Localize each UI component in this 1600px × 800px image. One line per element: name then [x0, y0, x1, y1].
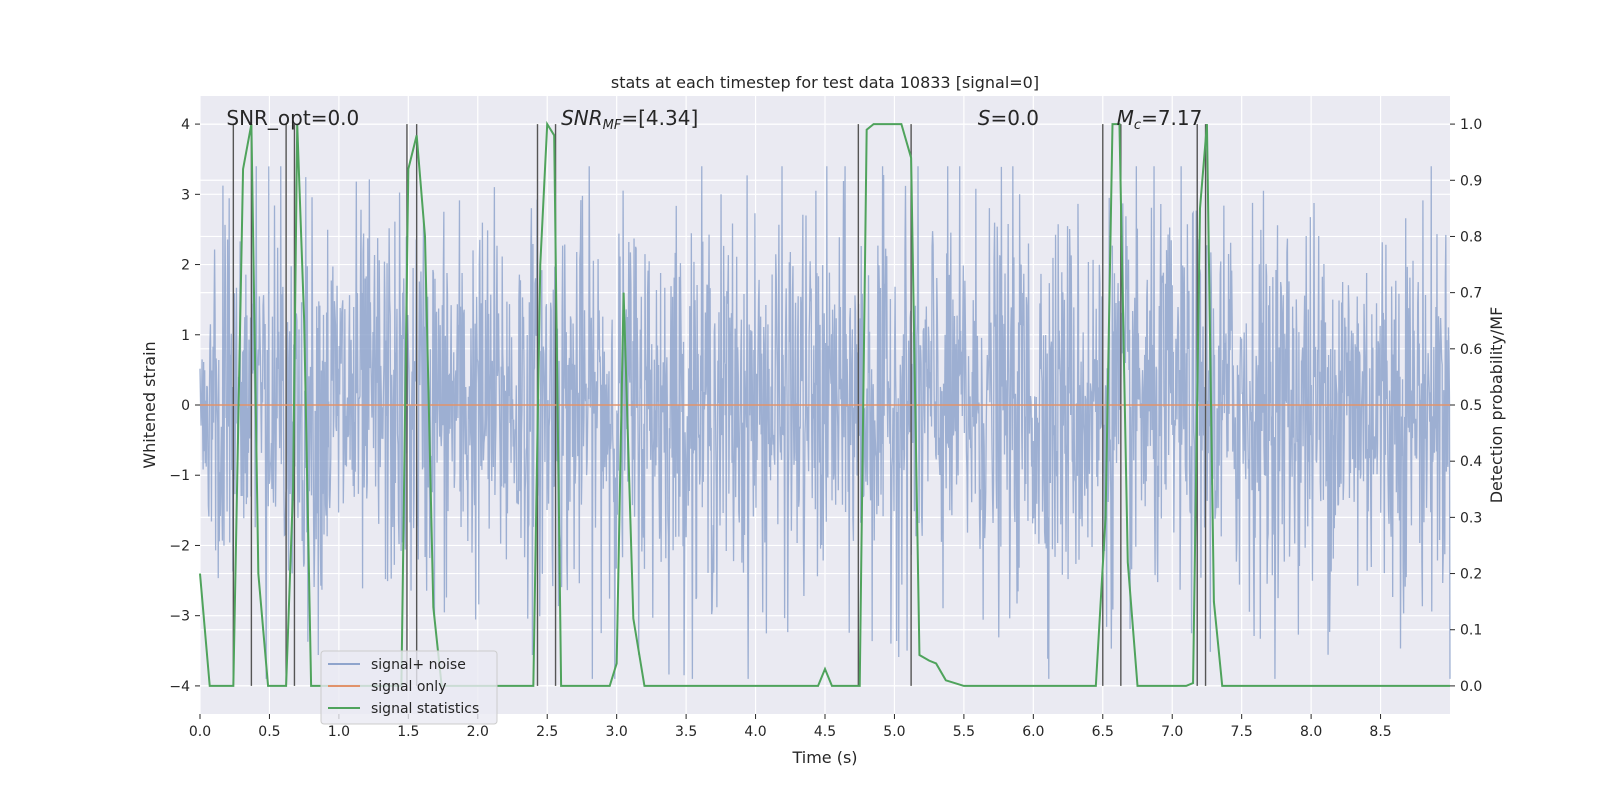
- y2-tick-label: 0.8: [1460, 229, 1482, 245]
- x-tick-label: 0.5: [258, 724, 280, 740]
- x-tick-label: 4.5: [814, 724, 836, 740]
- x-tick-label: 2.5: [536, 724, 558, 740]
- y2-tick-label: 0.2: [1460, 567, 1482, 583]
- y2-tick-label: 0.9: [1460, 173, 1482, 189]
- x-tick-label: 8.0: [1300, 724, 1322, 740]
- y-tick-label: 1: [181, 328, 190, 344]
- y2-tick-label: 0.3: [1460, 510, 1482, 526]
- y-tick-label: −2: [169, 538, 190, 554]
- y-tick-label: 3: [181, 187, 190, 203]
- x-tick-label: 5.0: [883, 724, 905, 740]
- x-tick-label: 2.0: [467, 724, 489, 740]
- y-tick-label: −3: [169, 609, 190, 625]
- x-tick-label: 8.5: [1369, 724, 1391, 740]
- x-tick-label: 6.5: [1092, 724, 1114, 740]
- legend-label-noise: signal+ noise: [371, 657, 466, 673]
- y2-tick-label: 0.4: [1460, 454, 1482, 470]
- x-axis-ticks: 0.0 0.5 1.0 1.5 2.0 2.5 3.0 3.5 4.0 4.5 5.0 5.5 6.0 6…: [189, 714, 1392, 740]
- x-tick-label: 6.0: [1022, 724, 1044, 740]
- legend-label-signal-only: signal only: [371, 679, 446, 695]
- x-tick-label: 3.5: [675, 724, 697, 740]
- x-tick-label: 5.5: [953, 724, 975, 740]
- x-tick-label: 1.0: [328, 724, 350, 740]
- x-tick-label: 0.0: [189, 724, 211, 740]
- x-tick-label: 7.5: [1231, 724, 1253, 740]
- y-axis-label: Whitened strain: [140, 341, 159, 468]
- noise-series-line: [199, 166, 1451, 679]
- annotation-3: Mc=7.17: [1117, 106, 1203, 133]
- x-axis-label: Time (s): [791, 748, 857, 767]
- y-axis-ticks: −4 −3 −2 −1 0 1 2 3 4: [169, 117, 200, 695]
- x-tick-label: 7.0: [1161, 724, 1183, 740]
- legend: signal+ noise signal only signal statist…: [320, 650, 498, 725]
- signal-statistics-series: [199, 120, 1450, 687]
- y-tick-label: 0: [181, 398, 190, 414]
- x-tick-label: 4.0: [744, 724, 766, 740]
- noise-series: [199, 166, 1451, 679]
- x-tick-label: 3.0: [606, 724, 628, 740]
- y2-tick-label: 1.0: [1460, 117, 1482, 133]
- annotation-1: SNRMF=[4.34]: [561, 106, 698, 133]
- y2-tick-label: 0.7: [1460, 286, 1482, 302]
- x-tick-label: 1.5: [397, 724, 419, 740]
- chart-title: stats at each timestep for test data 108…: [611, 73, 1039, 92]
- annotation-2: S=0.0: [978, 106, 1039, 130]
- y-tick-label: 4: [181, 117, 190, 133]
- y2-tick-label: 0.1: [1460, 623, 1482, 639]
- signal-statistics-line: [199, 120, 1450, 687]
- y2-tick-label: 0.6: [1460, 342, 1482, 358]
- legend-label-statistics: signal statistics: [371, 701, 479, 717]
- y-tick-label: −4: [169, 679, 190, 695]
- legend-box: [320, 650, 498, 725]
- annotation-0: SNR_opt=0.0: [226, 106, 359, 130]
- annotations: SNR_opt=0.0 SNRMF=[4.34] S=0.0 Mc=7.17: [226, 106, 1202, 133]
- y2-axis-ticks: 0.0 0.1 0.2 0.3 0.4 0.5 0.6 0.7 0.8 0.9 1.0: [1450, 117, 1482, 695]
- y2-tick-label: 0.5: [1460, 398, 1482, 414]
- y-tick-label: −1: [169, 468, 190, 484]
- y-tick-label: 2: [181, 258, 190, 274]
- y2-tick-label: 0.0: [1460, 679, 1482, 695]
- y2-axis-label: Detection probability/MF: [1487, 307, 1506, 504]
